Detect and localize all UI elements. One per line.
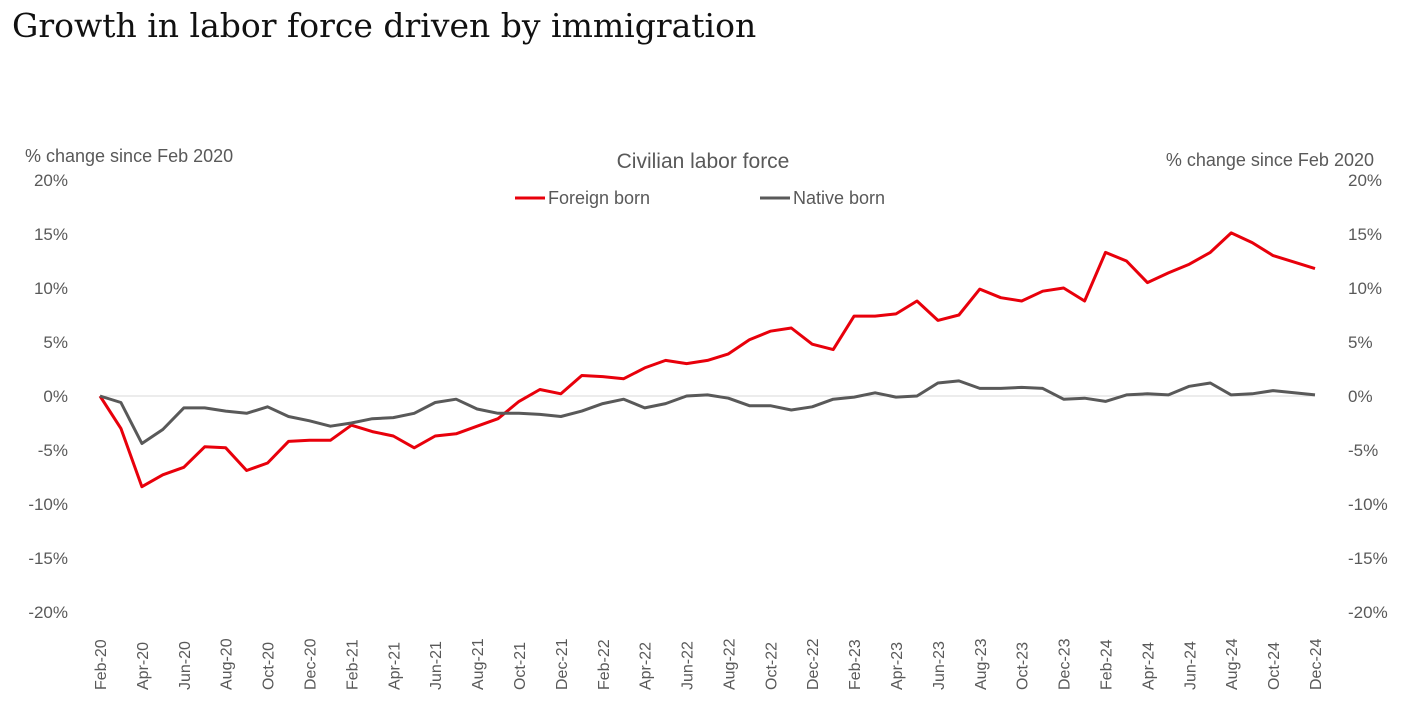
x-tick-label: Oct-22 <box>763 642 780 690</box>
legend-label-native-born: Native born <box>793 188 885 208</box>
y-axis-title-left: % change since Feb 2020 <box>25 146 233 166</box>
x-tick-label: Oct-23 <box>1015 642 1032 690</box>
y-tick-label-left: 10% <box>34 279 68 298</box>
y-tick-label-right: 20% <box>1348 171 1382 190</box>
y-tick-label-right: 15% <box>1348 225 1382 244</box>
x-tick-label: Jun-21 <box>428 641 445 690</box>
x-tick-label: Feb-24 <box>1099 639 1116 690</box>
x-tick-label: Aug-23 <box>973 638 990 690</box>
x-tick-label: Jun-20 <box>177 641 194 690</box>
x-tick-label: Feb-23 <box>847 639 864 690</box>
x-tick-label: Oct-24 <box>1266 642 1283 690</box>
page-title: Growth in labor force driven by immigrat… <box>12 6 757 45</box>
legend-label-foreign-born: Foreign born <box>548 188 650 208</box>
y-tick-label-right: 0% <box>1348 387 1373 406</box>
y-tick-label-left: -20% <box>28 603 68 622</box>
x-tick-label: Dec-24 <box>1308 638 1325 690</box>
series-line-foreign-born <box>98 231 1316 489</box>
x-tick-label: Dec-20 <box>302 638 319 690</box>
x-tick-label: Apr-22 <box>638 642 655 690</box>
x-tick-label: Dec-22 <box>805 638 822 690</box>
x-tick-label: Dec-21 <box>554 638 571 690</box>
x-tick-label: Aug-22 <box>721 638 738 690</box>
y-axis-right: 20% 15% 10% 5% 0% -5% -10% -15% -20% <box>1348 171 1388 622</box>
y-tick-label-left: 20% <box>34 171 68 190</box>
y-tick-label-left: -15% <box>28 549 68 568</box>
x-tick-label: Jun-22 <box>680 641 697 690</box>
y-tick-label-left: 15% <box>34 225 68 244</box>
x-tick-label: Apr-23 <box>889 642 906 690</box>
y-tick-label-right: 10% <box>1348 279 1382 298</box>
x-tick-label: Feb-22 <box>596 639 613 690</box>
y-tick-label-left: 0% <box>43 387 68 406</box>
y-tick-label-right: 5% <box>1348 333 1373 352</box>
y-axis-title-right: % change since Feb 2020 <box>1166 150 1374 170</box>
y-tick-label-left: -5% <box>38 441 68 460</box>
y-tick-label-right: -20% <box>1348 603 1388 622</box>
y-tick-label-right: -10% <box>1348 495 1388 514</box>
y-tick-label-left: -10% <box>28 495 68 514</box>
x-tick-label: Feb-21 <box>344 639 361 690</box>
x-tick-label: Aug-20 <box>219 638 236 690</box>
y-tick-label-left: 5% <box>43 333 68 352</box>
y-tick-label-right: -5% <box>1348 441 1378 460</box>
x-tick-label: Dec-23 <box>1057 638 1074 690</box>
chart-title: Civilian labor force <box>617 150 790 173</box>
series-lines <box>98 231 1316 489</box>
x-tick-label: Oct-21 <box>512 642 529 690</box>
x-tick-label: Aug-21 <box>470 638 487 690</box>
x-tick-label: Jun-23 <box>931 641 948 690</box>
x-tick-label: Apr-24 <box>1140 642 1157 690</box>
x-tick-label: Aug-24 <box>1224 638 1241 690</box>
legend: Foreign born Native born <box>515 188 885 208</box>
y-axis-left: 20% 15% 10% 5% 0% -5% -10% -15% -20% <box>28 171 68 622</box>
series-line-native-born <box>99 379 1316 445</box>
x-tick-label: Jun-24 <box>1182 641 1199 690</box>
x-tick-label: Feb-20 <box>93 639 110 690</box>
x-axis: Feb-20 Apr-20 Jun-20 Aug-20 Oct-20 Dec-20 Feb-… <box>93 638 1325 690</box>
x-tick-label: Apr-21 <box>386 642 403 690</box>
x-tick-label: Oct-20 <box>261 642 278 690</box>
x-tick-label: Apr-20 <box>135 642 152 690</box>
y-tick-label-right: -15% <box>1348 549 1388 568</box>
